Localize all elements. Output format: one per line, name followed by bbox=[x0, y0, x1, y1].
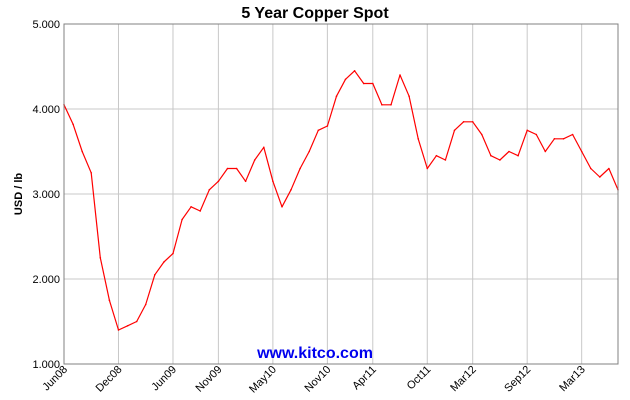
data-point bbox=[444, 159, 447, 161]
data-point bbox=[226, 167, 229, 170]
data-point bbox=[372, 82, 374, 85]
grid-layer bbox=[63, 23, 618, 365]
data-point bbox=[408, 95, 410, 97]
data-point bbox=[471, 121, 474, 123]
data-point bbox=[390, 104, 392, 106]
y-tick-label: 2.000 bbox=[32, 274, 60, 286]
data-point bbox=[199, 210, 201, 212]
data-point bbox=[263, 146, 265, 149]
series-line bbox=[63, 70, 619, 331]
x-tick-label: Mar12 bbox=[448, 364, 479, 395]
data-point bbox=[599, 176, 601, 178]
data-point bbox=[181, 218, 183, 221]
data-point bbox=[453, 129, 456, 132]
data-point bbox=[290, 189, 292, 191]
x-tick-label: Jun09 bbox=[149, 364, 179, 394]
data-point bbox=[435, 154, 438, 157]
data-point bbox=[544, 150, 547, 153]
y-axis-label: USD / lb bbox=[13, 173, 25, 215]
data-point bbox=[135, 320, 138, 323]
y-tick-label: 4.000 bbox=[32, 104, 60, 116]
data-point bbox=[308, 150, 311, 153]
data-point bbox=[499, 159, 501, 161]
data-point bbox=[90, 172, 92, 174]
data-point bbox=[580, 150, 583, 153]
data-point bbox=[253, 159, 256, 161]
data-point bbox=[154, 274, 156, 276]
data-point bbox=[353, 70, 356, 72]
data-point bbox=[399, 74, 401, 76]
x-tick-label: Dec08 bbox=[94, 364, 125, 395]
data-point bbox=[381, 104, 383, 106]
data-point bbox=[462, 121, 465, 123]
data-point bbox=[508, 150, 510, 153]
data-point bbox=[217, 180, 220, 183]
data-point bbox=[344, 78, 347, 81]
data-point bbox=[571, 133, 574, 136]
data-point bbox=[326, 125, 329, 127]
data-point bbox=[481, 133, 483, 136]
y-tick-label: 3.000 bbox=[32, 189, 60, 201]
y-tick-label: 5.000 bbox=[32, 19, 60, 31]
data-point bbox=[526, 129, 528, 132]
y-tick-label: 1.000 bbox=[32, 359, 60, 371]
data-point bbox=[208, 189, 211, 191]
data-point bbox=[190, 206, 192, 208]
data-point bbox=[553, 138, 556, 140]
data-point bbox=[490, 154, 492, 157]
data-point bbox=[108, 299, 111, 302]
data-point bbox=[244, 180, 247, 183]
data-point bbox=[172, 252, 174, 255]
data-point bbox=[317, 129, 320, 132]
data-point bbox=[335, 95, 338, 97]
x-tick-label: Sep12 bbox=[502, 364, 533, 395]
watermark-link[interactable]: www.kitco.com bbox=[256, 345, 373, 362]
data-point bbox=[144, 303, 147, 306]
data-point bbox=[81, 150, 83, 153]
data-point bbox=[281, 206, 283, 208]
data-point bbox=[117, 329, 120, 331]
x-tick-label: May10 bbox=[247, 364, 279, 396]
data-point bbox=[126, 325, 129, 327]
data-point bbox=[299, 167, 301, 170]
x-tick-label: Mar13 bbox=[557, 364, 588, 395]
data-point bbox=[562, 138, 565, 140]
data-point bbox=[608, 167, 610, 170]
data-point bbox=[535, 133, 538, 136]
data-point bbox=[590, 167, 592, 170]
data-point bbox=[417, 138, 420, 140]
data-point bbox=[72, 123, 74, 126]
data-point bbox=[235, 167, 238, 170]
chart-title: 5 Year Copper Spot bbox=[241, 5, 389, 22]
data-point bbox=[426, 167, 429, 170]
data-point bbox=[163, 261, 165, 263]
data-point bbox=[99, 257, 102, 259]
data-point bbox=[362, 82, 365, 85]
x-tick-label: Apr11 bbox=[350, 364, 379, 393]
x-tick-label: Oct11 bbox=[405, 364, 434, 393]
plot-frame bbox=[63, 23, 619, 365]
data-point bbox=[517, 154, 519, 157]
x-tick-label: Nov09 bbox=[194, 364, 225, 395]
x-tick-label: Nov10 bbox=[303, 364, 334, 395]
data-point bbox=[272, 180, 274, 183]
